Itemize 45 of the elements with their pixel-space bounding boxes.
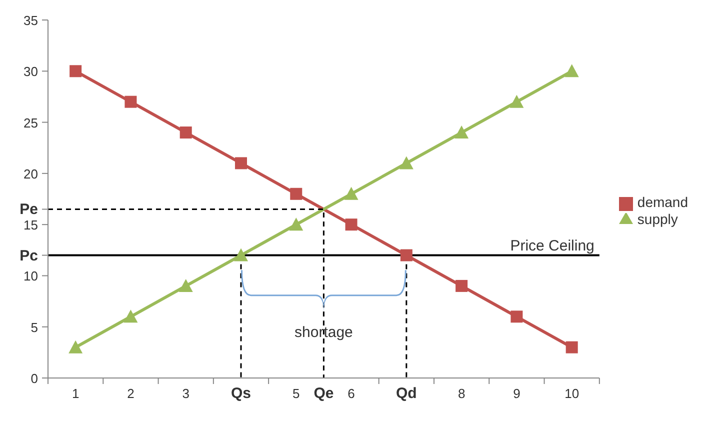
y-tick-label: Pc [20, 247, 38, 264]
y-tick-label: 5 [30, 320, 38, 335]
point [290, 188, 302, 200]
x-tick-label: 1 [72, 386, 80, 401]
point [178, 278, 193, 292]
y-tick-label: 20 [24, 166, 38, 182]
point [70, 65, 82, 78]
point [180, 126, 192, 139]
point [345, 218, 358, 231]
point [234, 157, 247, 170]
point [68, 340, 83, 354]
point [456, 280, 468, 292]
x-tick-label: 10 [564, 386, 580, 401]
point [399, 156, 414, 170]
point [234, 248, 248, 262]
point [454, 126, 469, 139]
x-tick-label: Qs [230, 385, 251, 402]
y-tick-label: Pe [20, 201, 38, 218]
y-tick-label: 25 [24, 115, 38, 130]
point [124, 310, 138, 323]
ref-line-label: Price Ceiling [510, 237, 594, 254]
point [344, 186, 358, 200]
x-tick-label: 2 [127, 386, 134, 401]
y-tick-label: 0 [30, 371, 38, 386]
legend-label: demand [637, 194, 688, 210]
y-tick-label: 30 [24, 64, 38, 80]
point [564, 64, 579, 78]
point [124, 96, 137, 108]
y-tick-label: 35 [24, 13, 38, 28]
annotation: shortage [294, 324, 353, 342]
point [510, 310, 523, 323]
x-tick-label: 5 [292, 386, 300, 401]
x-tick-label: Qe [314, 385, 334, 402]
x-tick-label: 9 [513, 386, 520, 401]
y-tick-label: 10 [24, 268, 38, 284]
x-tick-label: 8 [458, 386, 466, 401]
point [510, 94, 524, 108]
x-tick-label: 6 [348, 386, 355, 401]
x-tick-label: Qd [396, 385, 417, 402]
legend-label: supply [637, 210, 678, 226]
x-tick-label: 3 [182, 386, 190, 401]
point [400, 249, 412, 262]
point [289, 218, 304, 231]
y-tick-label: 15 [24, 218, 38, 233]
point [566, 341, 578, 354]
